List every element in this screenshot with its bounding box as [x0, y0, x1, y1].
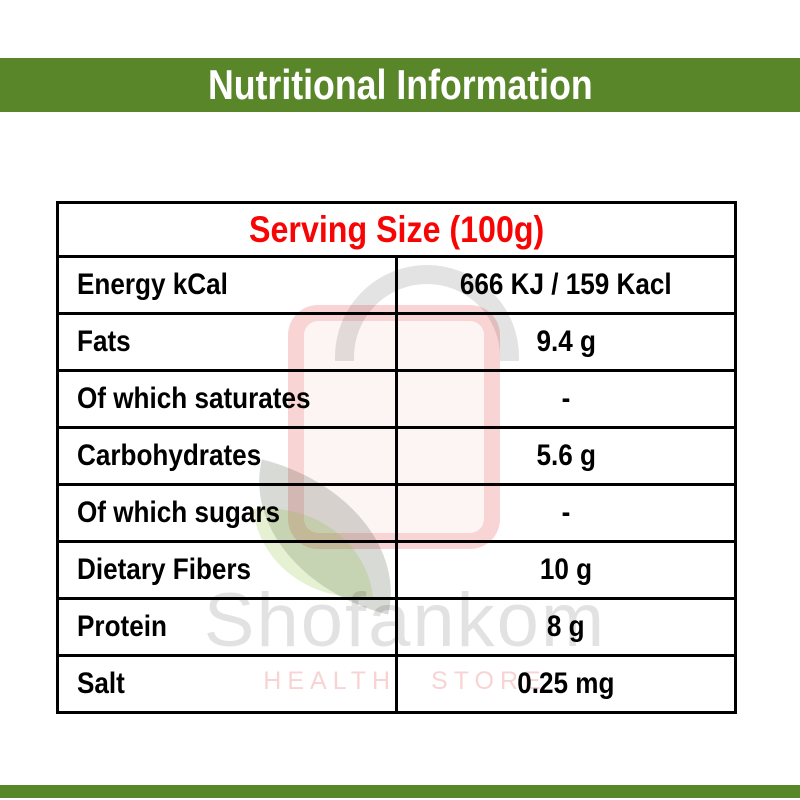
table-row: Of which saturates -: [56, 369, 737, 429]
nutrient-label: Of which sugars: [77, 496, 281, 529]
nutrient-label-cell: Of which sugars: [56, 483, 398, 543]
bottom-accent-band: [0, 785, 800, 798]
page-title: Nutritional Information: [207, 61, 593, 108]
table-row: Protein 8 g: [56, 597, 737, 657]
serving-size-row: Serving Size (100g): [56, 201, 737, 258]
nutrient-value-cell: 10 g: [395, 540, 737, 600]
nutrient-value: 9.4 g: [536, 325, 596, 358]
nutrition-table-body: Serving Size (100g) Energy kCal 666 KJ / …: [56, 201, 737, 714]
nutrient-label: Protein: [77, 610, 167, 643]
nutrient-label-cell: Salt: [56, 654, 398, 714]
nutrient-label-cell: Carbohydrates: [56, 426, 398, 486]
nutrient-label-cell: Dietary Fibers: [56, 540, 398, 600]
serving-size-cell: Serving Size (100g): [56, 201, 737, 258]
nutrient-value-cell: 9.4 g: [395, 312, 737, 372]
nutrient-value: 8 g: [547, 610, 585, 643]
nutrient-label: Dietary Fibers: [77, 553, 252, 586]
nutrient-label-cell: Energy kCal: [56, 255, 398, 315]
nutrient-value-cell: -: [395, 483, 737, 543]
table-row: Dietary Fibers 10 g: [56, 540, 737, 600]
table-row: Salt 0.25 mg: [56, 654, 737, 714]
nutrient-value-cell: 666 KJ / 159 Kacl: [395, 255, 737, 315]
nutrient-value-cell: 8 g: [395, 597, 737, 657]
nutrient-value: 0.25 mg: [517, 667, 615, 700]
nutrient-value-cell: 0.25 mg: [395, 654, 737, 714]
nutrient-value-cell: -: [395, 369, 737, 429]
table-row: Energy kCal 666 KJ / 159 Kacl: [56, 255, 737, 315]
table-row: Of which sugars -: [56, 483, 737, 543]
nutrient-label: Carbohydrates: [77, 439, 262, 472]
nutrient-label-cell: Fats: [56, 312, 398, 372]
table-row: Fats 9.4 g: [56, 312, 737, 372]
nutrient-label: Fats: [77, 325, 131, 358]
nutrient-label: Energy kCal: [77, 268, 228, 301]
serving-size-header: Serving Size (100g): [248, 208, 545, 250]
nutrient-value: -: [561, 496, 571, 529]
nutrient-label-cell: Protein: [56, 597, 398, 657]
nutrition-table: Serving Size (100g) Energy kCal 666 KJ / …: [56, 201, 737, 714]
title-banner: Nutritional Information: [0, 58, 800, 112]
nutrient-label: Of which saturates: [77, 382, 311, 415]
nutrient-value-cell: 5.6 g: [395, 426, 737, 486]
nutrient-value: 10 g: [539, 553, 593, 586]
nutrient-label-cell: Of which saturates: [56, 369, 398, 429]
nutrient-value: 5.6 g: [536, 439, 596, 472]
nutrient-label: Salt: [77, 667, 125, 700]
nutrient-value: 666 KJ / 159 Kacl: [460, 268, 672, 301]
nutrient-value: -: [561, 382, 571, 415]
table-row: Carbohydrates 5.6 g: [56, 426, 737, 486]
